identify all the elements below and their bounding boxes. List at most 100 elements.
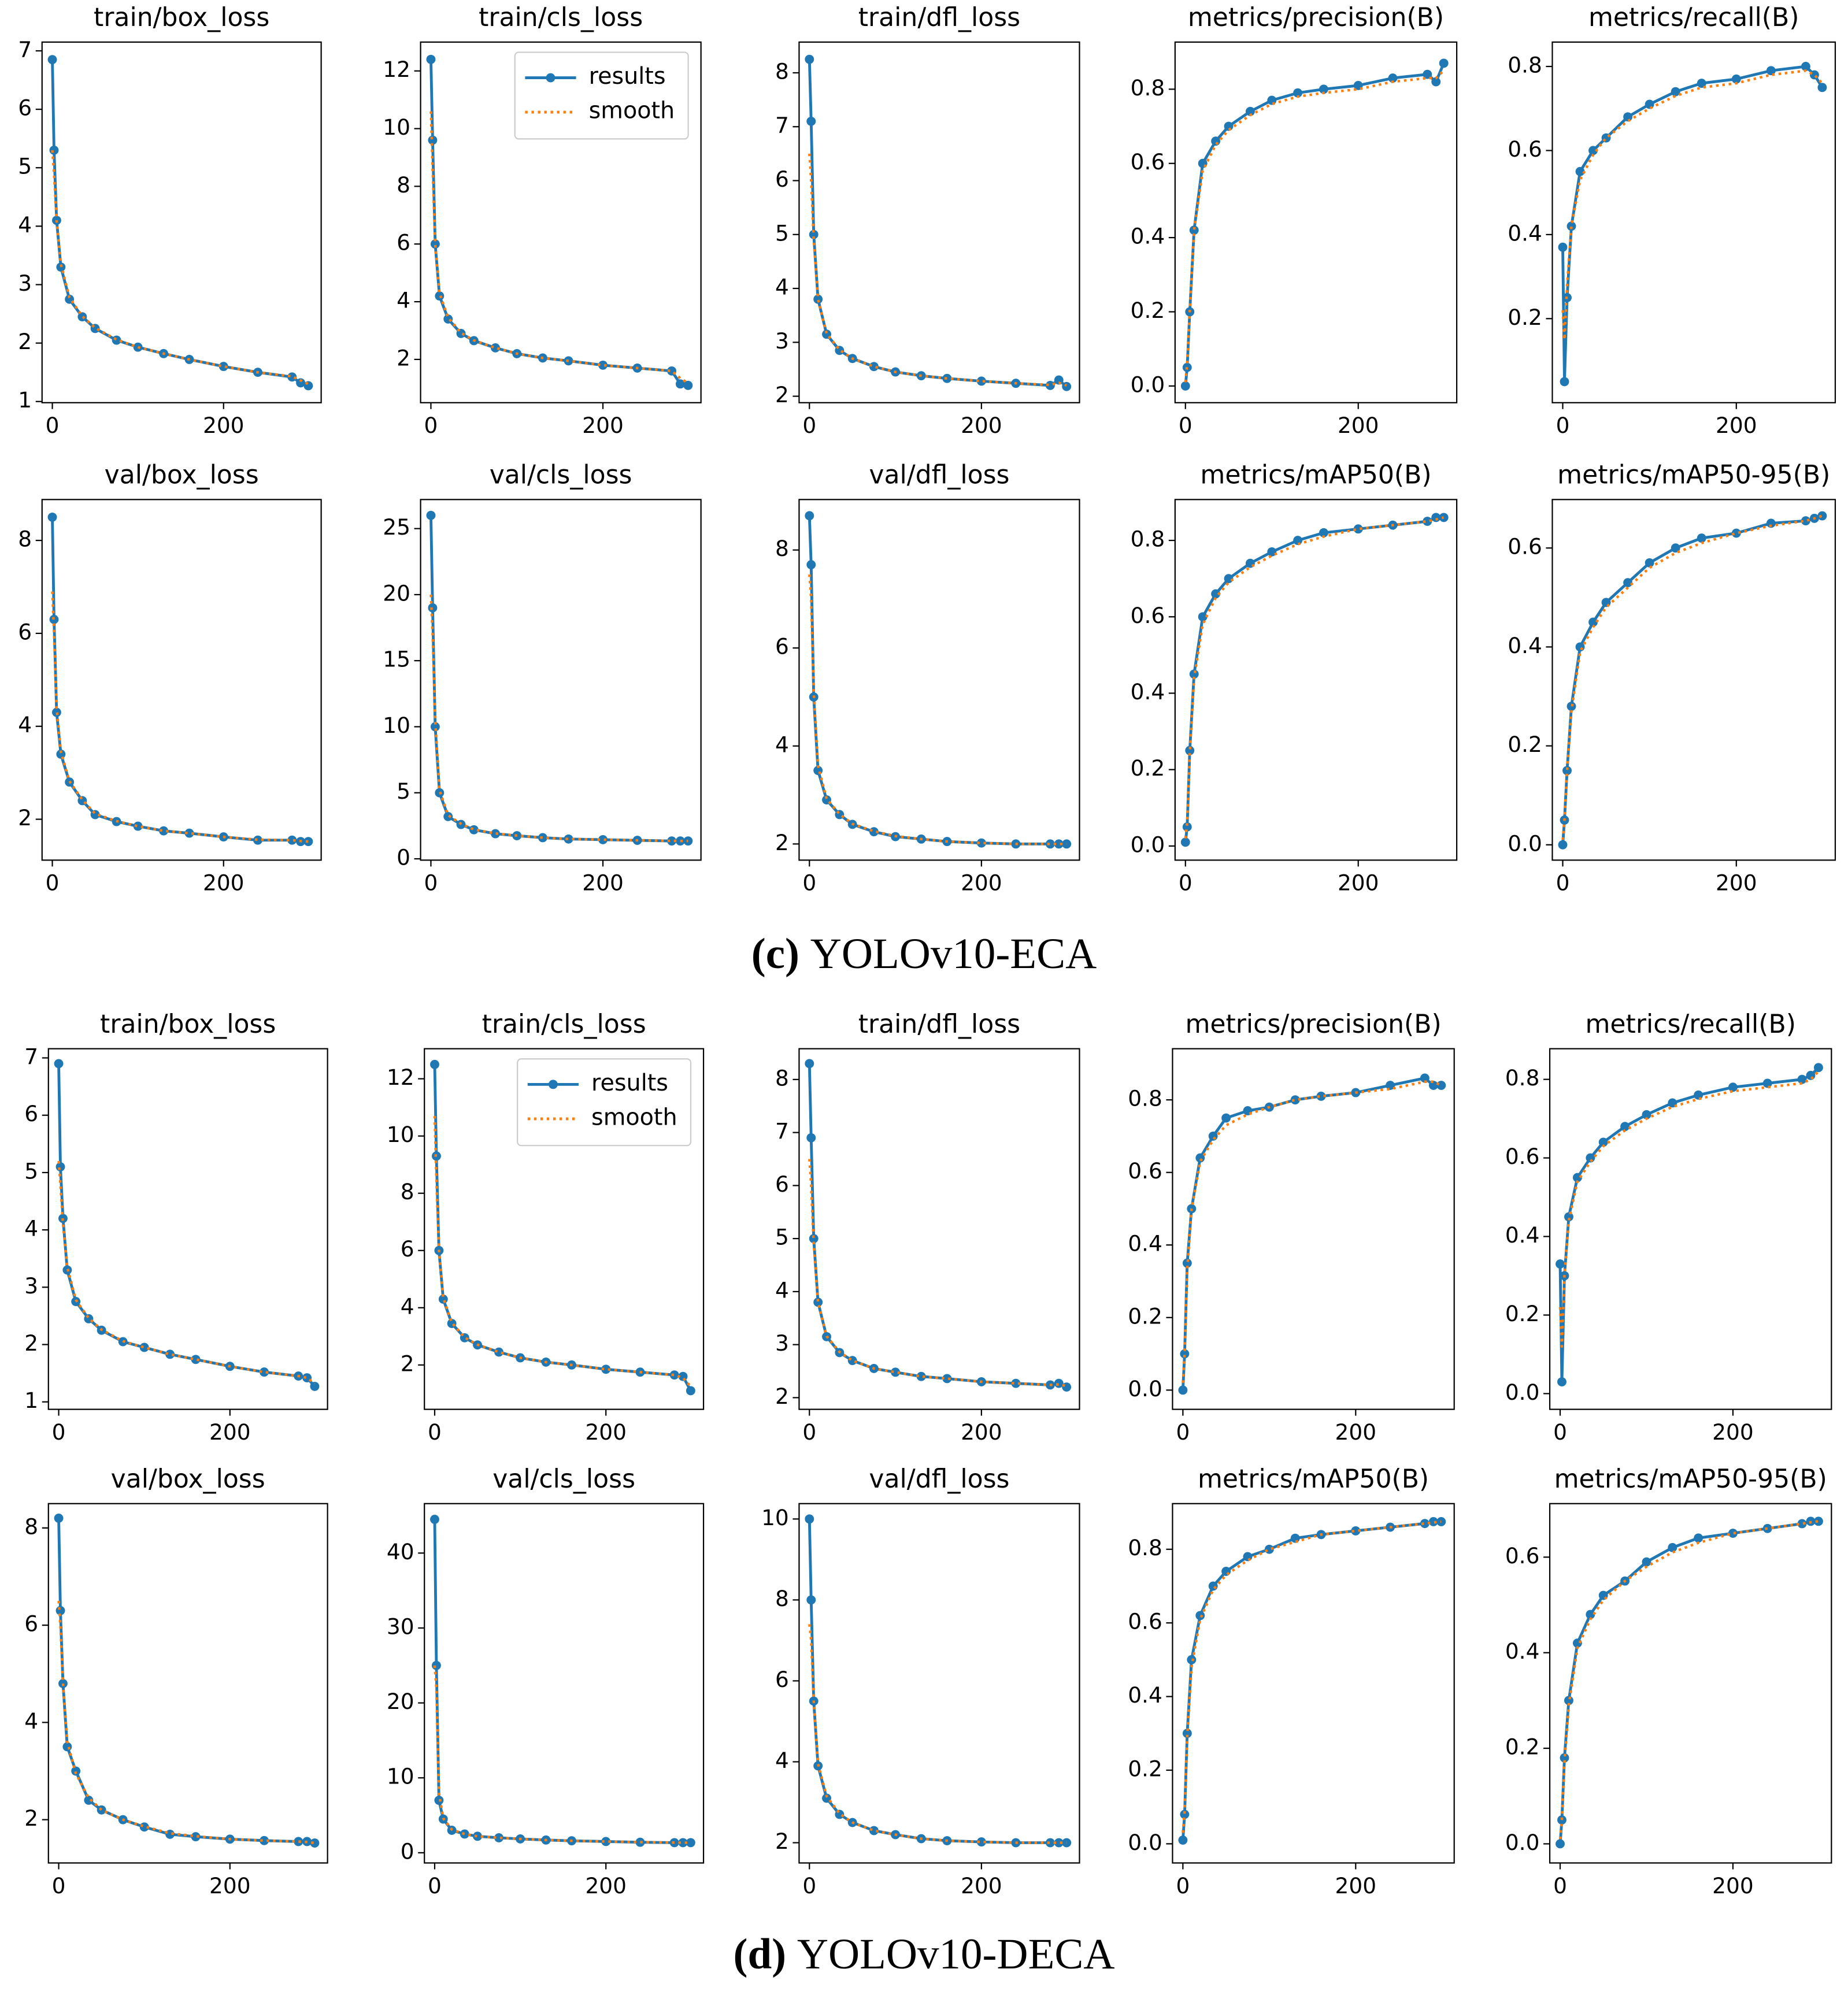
y-tick-label: 8: [397, 172, 410, 198]
series-marker: [1731, 528, 1741, 538]
series-marker: [1290, 1095, 1300, 1105]
x-tick-label: 200: [582, 870, 624, 896]
series-marker: [1388, 73, 1398, 83]
series-marker: [1293, 88, 1303, 98]
y-tick-label: 4: [775, 275, 789, 300]
series-marker: [1572, 1173, 1582, 1182]
series-marker: [1423, 69, 1432, 79]
x-tick-label: 200: [1335, 1419, 1377, 1445]
subplot-title: train/box_loss: [94, 3, 269, 32]
y-tick-label: 0.2: [1128, 1756, 1162, 1781]
series-marker: [430, 1059, 439, 1069]
plot-frame: [47, 1048, 328, 1410]
y-tick-label: 2: [775, 1829, 789, 1854]
series-marker: [683, 380, 693, 390]
y-tick-label: 0.0: [1505, 1380, 1540, 1405]
subplot: val/cls_loss 0 10 20 30 40 0 200: [387, 1464, 705, 1898]
x-tick-label: 0: [1179, 413, 1193, 438]
series-marker: [1809, 70, 1819, 80]
y-tick-label: 0.2: [1505, 1301, 1540, 1326]
y-tick-label: 6: [24, 1611, 38, 1637]
series-marker: [869, 362, 879, 372]
series-marker: [494, 1833, 504, 1842]
subplot-title: metrics/mAP50(B): [1198, 1464, 1429, 1494]
series-line: [1182, 1080, 1442, 1383]
y-tick-label: 0.6: [1508, 534, 1542, 559]
subplot-title: metrics/recall(B): [1588, 3, 1799, 32]
series-marker: [287, 372, 297, 382]
subplot-title: metrics/precision(B): [1185, 1010, 1441, 1039]
y-tick-label: 4: [397, 288, 410, 313]
series-line: [1184, 62, 1445, 387]
y-tick-label: 6: [24, 1101, 38, 1126]
series-marker: [1189, 669, 1199, 679]
series-marker: [1293, 536, 1303, 546]
caption: (c) YOLOv10-ECA: [751, 930, 1097, 978]
series-marker: [494, 1347, 504, 1357]
series-marker: [294, 1837, 303, 1846]
subplot: metrics/mAP50-95(B) 0.0 0.2 0.4 0.6 0 200: [1505, 1464, 1832, 1898]
series-marker: [976, 838, 986, 848]
subplot: val/dfl_loss 2 4 6 8 0 200: [775, 461, 1080, 896]
series-line: [57, 1518, 315, 1845]
series-marker: [55, 1162, 65, 1171]
x-tick-label: 0: [802, 1419, 816, 1445]
y-tick-label: 3: [24, 1273, 38, 1299]
x-tick-label: 200: [961, 870, 1002, 896]
subplot: train/cls_loss 2 4 6 8 10 12 0 200 results smooth: [387, 1010, 705, 1445]
series-marker: [1645, 99, 1654, 109]
plot-frame: [41, 499, 322, 861]
series-marker: [1189, 225, 1199, 235]
y-tick-label: 6: [775, 1667, 789, 1692]
series-marker: [809, 229, 819, 239]
plot-frame: [420, 41, 702, 403]
series-line: [51, 591, 309, 843]
subplot: val/box_loss 2 4 6 8 0 200: [24, 1464, 328, 1898]
series-marker: [1211, 589, 1221, 599]
subplot: train/cls_loss 2 4 6 8 10 12 0 200 results smooth: [383, 3, 702, 438]
series-marker: [676, 379, 685, 389]
x-tick-label: 0: [52, 1873, 66, 1898]
series-marker: [1697, 533, 1706, 543]
y-tick-label: 10: [383, 713, 410, 738]
series-marker: [133, 821, 143, 831]
series-marker: [1208, 1581, 1218, 1591]
y-tick-label: 10: [383, 114, 410, 140]
legend-label: results: [591, 1070, 668, 1096]
y-tick-label: 2: [775, 830, 789, 855]
x-tick-label: 0: [802, 413, 816, 438]
x-tick-label: 200: [961, 413, 1002, 438]
series-marker: [1558, 242, 1568, 252]
series-marker: [1623, 578, 1633, 588]
y-tick-label: 0.4: [1505, 1222, 1540, 1248]
series-marker: [869, 1826, 879, 1835]
series-marker: [1694, 1090, 1703, 1100]
series-marker: [1224, 121, 1234, 131]
series-marker: [1762, 1078, 1772, 1088]
y-tick-label: 5: [18, 154, 32, 179]
x-tick-label: 200: [203, 413, 245, 438]
series-marker: [805, 511, 814, 521]
series-marker: [303, 381, 313, 391]
series-marker: [1623, 112, 1633, 122]
x-tick-label: 0: [1176, 1419, 1190, 1445]
legend-box: [514, 51, 689, 140]
caption-space: [799, 930, 810, 978]
y-tick-label: 0.8: [1131, 75, 1165, 101]
x-tick-label: 200: [1338, 413, 1379, 438]
series-marker: [1588, 617, 1598, 627]
y-tick-label: 0.0: [1131, 372, 1165, 397]
series-marker: [1586, 1610, 1595, 1619]
y-tick-label: 0.6: [1131, 603, 1165, 628]
y-tick-label: 5: [397, 778, 410, 804]
series-line: [808, 574, 1067, 846]
series-line: [1184, 516, 1445, 839]
series-marker: [303, 837, 313, 847]
caption-text: YOLOv10-DECA: [797, 1930, 1115, 1978]
series-marker: [806, 116, 816, 126]
y-tick-label: 0: [397, 845, 410, 870]
series-marker: [1557, 1377, 1566, 1386]
legend-label: smooth: [591, 1104, 677, 1130]
series-marker: [916, 1371, 926, 1381]
